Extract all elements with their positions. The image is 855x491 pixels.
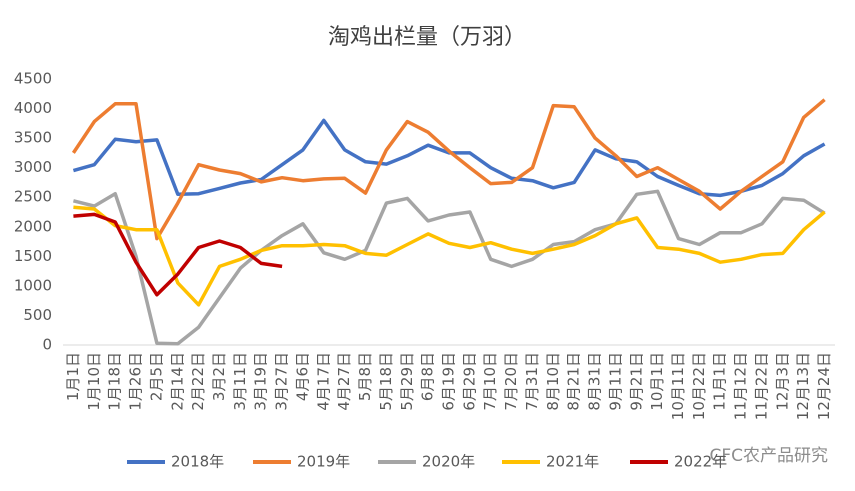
legend-label: 2020年	[422, 453, 475, 471]
x-tick-label: 11月12日	[732, 352, 750, 420]
x-tick-label: 11月22日	[752, 352, 770, 420]
x-tick-label: 4月17日	[314, 352, 332, 411]
x-tick-label: 7月31日	[523, 352, 541, 411]
x-tick-label: 5月8日	[356, 352, 374, 401]
x-tick-label: 12月24日	[815, 352, 833, 420]
x-tick-label: 4月27日	[335, 352, 353, 411]
x-tick-label: 2月5日	[147, 352, 165, 401]
y-tick-label: 4000	[14, 99, 52, 117]
x-tick-label: 1月18日	[106, 352, 124, 411]
x-tick-label: 12月3日	[773, 352, 791, 411]
x-tick-label: 8月21日	[565, 352, 583, 411]
x-tick-label: 11月1日	[711, 352, 729, 411]
chart-title: 淘鸡出栏量（万羽）	[328, 25, 526, 50]
y-tick-label: 3000	[14, 158, 52, 176]
x-tick-label: 8月10日	[544, 352, 562, 411]
y-tick-label: 1500	[14, 247, 52, 265]
y-tick-label: 4500	[14, 70, 52, 88]
x-tick-label: 1月10日	[85, 352, 103, 411]
x-tick-label: 1月26日	[127, 352, 145, 411]
x-tick-label: 10月11日	[669, 352, 687, 420]
x-tick-label: 7月20日	[502, 352, 520, 411]
x-tick-label: 7月10日	[481, 352, 499, 411]
x-tick-label: 10月22日	[690, 352, 708, 420]
x-tick-label: 1月1日	[64, 352, 82, 401]
legend-label: 2022年	[674, 453, 727, 471]
x-tick-label: 3月27日	[273, 352, 291, 411]
x-tick-label: 2月22日	[189, 352, 207, 411]
x-tick-label: 4月6日	[293, 352, 311, 401]
x-tick-label: 12月13日	[794, 352, 812, 420]
x-tick-label: 6月19日	[440, 352, 458, 411]
x-tick-label: 3月2日	[210, 352, 228, 401]
x-tick-label: 3月11日	[231, 352, 249, 411]
y-tick-label: 2000	[14, 217, 52, 235]
x-tick-label: 6月8日	[419, 352, 437, 401]
x-tick-label: 5月29日	[398, 352, 416, 411]
x-tick-label: 5月18日	[377, 352, 395, 411]
series-line	[73, 205, 826, 307]
x-tick-label: 3月19日	[252, 352, 270, 411]
x-tick-label: 8月31日	[586, 352, 604, 411]
x-tick-label: 2月14日	[168, 352, 186, 411]
x-tick-label: 9月11日	[606, 352, 624, 411]
y-tick-label: 3500	[14, 129, 52, 147]
watermark: CFC农产品研究	[709, 446, 828, 466]
legend-label: 2018年	[171, 453, 224, 471]
legend-label: 2021年	[546, 453, 599, 471]
y-tick-label: 1000	[14, 276, 52, 294]
x-tick-label: 10月1日	[648, 352, 666, 411]
y-tick-label: 500	[23, 306, 52, 324]
series-line	[73, 212, 283, 297]
series-line	[72, 189, 826, 346]
legend-label: 2019年	[297, 453, 350, 471]
x-tick-label: 6月29日	[460, 352, 478, 411]
y-tick-label: 2500	[14, 188, 52, 206]
y-tick-label: 0	[42, 336, 52, 354]
x-tick-label: 9月21日	[627, 352, 645, 411]
series-line	[71, 98, 826, 241]
